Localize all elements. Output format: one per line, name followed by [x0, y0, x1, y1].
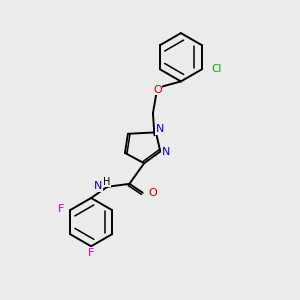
Text: F: F — [58, 204, 64, 214]
Text: O: O — [153, 85, 162, 94]
Text: H: H — [103, 176, 110, 187]
Text: N: N — [94, 181, 102, 191]
Text: N: N — [162, 147, 170, 157]
Text: F: F — [88, 248, 94, 258]
Text: Cl: Cl — [211, 64, 222, 74]
Text: O: O — [148, 188, 157, 198]
Text: N: N — [155, 124, 164, 134]
